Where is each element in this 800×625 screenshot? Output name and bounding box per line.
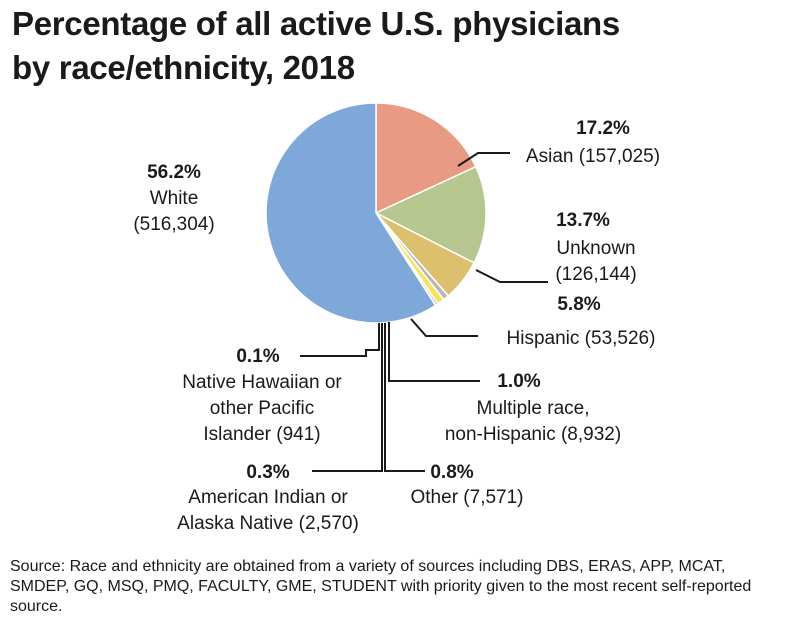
label-nhpi-percent: 0.1% <box>236 346 279 367</box>
label-multiple-line1: Multiple race, <box>477 398 590 419</box>
label-nhpi-line2: other Pacific <box>210 398 315 419</box>
leader-lines <box>300 152 548 472</box>
source-note: Source: Race and ethnicity are obtained … <box>10 558 752 615</box>
leader-line-multiple <box>388 322 480 382</box>
label-aian-percent: 0.3% <box>246 462 289 483</box>
label-nhpi-line3: Islander (941) <box>203 424 320 445</box>
leader-line-asian <box>457 152 510 167</box>
leader-line-hispanic <box>410 318 478 337</box>
label-hispanic-text: Hispanic (53,526) <box>507 328 656 349</box>
chart-title-line-1: Percentage of all active U.S. physicians <box>12 5 620 42</box>
label-hispanic-percent: 5.8% <box>557 294 600 315</box>
leader-line-other <box>384 323 425 472</box>
chart-title-line-2: by race/ethnicity, 2018 <box>12 49 355 86</box>
label-asian-text: Asian (157,025) <box>526 146 660 167</box>
label-white-line2: (516,304) <box>133 214 214 235</box>
label-unknown-line1: Unknown <box>556 238 635 259</box>
label-aian-line1: American Indian or <box>188 487 348 508</box>
leader-line-unknown <box>475 269 548 283</box>
label-asian-percent: 17.2% <box>576 118 630 139</box>
pie-chart: 17.2% Asian (157,025) 13.7% Unknown (126… <box>133 102 660 534</box>
leader-line-nhpi <box>300 323 380 357</box>
label-white-percent: 56.2% <box>147 162 201 183</box>
label-other-percent: 0.8% <box>430 462 473 483</box>
label-white-line1: White <box>150 188 199 209</box>
label-unknown-line2: (126,144) <box>555 264 636 285</box>
label-multiple-percent: 1.0% <box>497 371 540 392</box>
chart-title: Percentage of all active U.S. physicians… <box>12 2 620 90</box>
leader-line-aian <box>312 323 383 472</box>
label-unknown-percent: 13.7% <box>556 210 610 231</box>
pie-slice-white <box>265 102 437 324</box>
label-aian-line2: Alaska Native (2,570) <box>177 513 359 534</box>
label-other-text: Other (7,571) <box>411 487 524 508</box>
label-multiple-line2: non-Hispanic (8,932) <box>445 424 621 445</box>
pie-slices <box>265 102 487 324</box>
pie-slice-unknown <box>374 165 487 264</box>
label-nhpi-line1: Native Hawaiian or <box>182 372 342 393</box>
